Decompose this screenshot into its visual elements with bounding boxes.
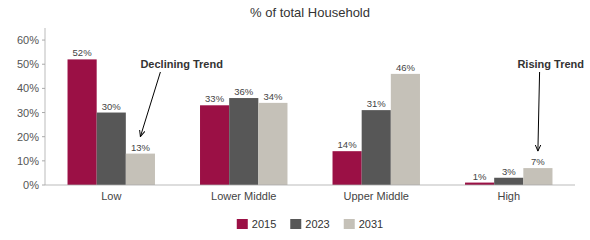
y-tick-label: 30% (17, 107, 39, 119)
bar (333, 151, 362, 185)
data-label: 14% (338, 139, 358, 150)
legend-swatch (290, 219, 301, 229)
data-label: 31% (367, 98, 387, 109)
bar (258, 103, 287, 185)
data-label: 7% (531, 156, 545, 167)
title: % of total Household (250, 5, 370, 20)
bar (362, 110, 391, 185)
y-tick (42, 64, 45, 65)
annotation-arrow (140, 72, 160, 137)
y-tick (42, 112, 45, 113)
chart: % of total Household 0% 10% 20% 30% 40% 50% 60%… (0, 0, 590, 240)
data-label: 46% (396, 62, 416, 73)
y-tick (42, 88, 45, 89)
annotation: Declining Trend (140, 58, 223, 70)
data-label: 30% (102, 101, 122, 112)
bar (523, 168, 552, 185)
y-tick (42, 185, 45, 186)
bar (126, 154, 155, 185)
bars (68, 59, 553, 185)
data-label: 34% (263, 91, 283, 102)
bar (200, 105, 229, 185)
data-label: 33% (205, 93, 225, 104)
y-tick (42, 40, 45, 41)
annotation-arrow (538, 72, 540, 151)
y-tick-label: 10% (17, 155, 39, 167)
bar (494, 178, 523, 185)
x-tick-label: Lower Middle (211, 190, 276, 202)
legend-swatch (237, 219, 248, 229)
y-tick (42, 160, 45, 161)
y-tick-label: 20% (17, 131, 39, 143)
legend: 2015 2023 2031 (237, 218, 383, 230)
data-label: 36% (234, 86, 254, 97)
x-tick-label: High (497, 190, 520, 202)
data-label: 52% (73, 47, 93, 58)
legend-label: 2031 (359, 218, 383, 230)
data-label: 3% (502, 166, 516, 177)
y-tick-label: 0% (23, 179, 39, 191)
x-tick-label: Upper Middle (344, 190, 409, 202)
legend-label: 2023 (305, 218, 329, 230)
y-axis-line (45, 28, 46, 185)
x-tick-label: Low (101, 190, 121, 202)
legend-swatch (344, 219, 355, 229)
y-tick-label: 60% (17, 34, 39, 46)
bar (391, 74, 420, 185)
annotation: Rising Trend (517, 58, 584, 70)
data-label: 13% (131, 142, 151, 153)
data-label: 1% (473, 171, 487, 182)
bar (68, 59, 97, 185)
legend-label: 2015 (252, 218, 276, 230)
bar (229, 98, 258, 185)
y-tick (42, 136, 45, 137)
bar (97, 113, 126, 185)
x-axis-line (45, 185, 575, 186)
y-tick-label: 50% (17, 58, 39, 70)
y-tick-label: 40% (17, 82, 39, 94)
